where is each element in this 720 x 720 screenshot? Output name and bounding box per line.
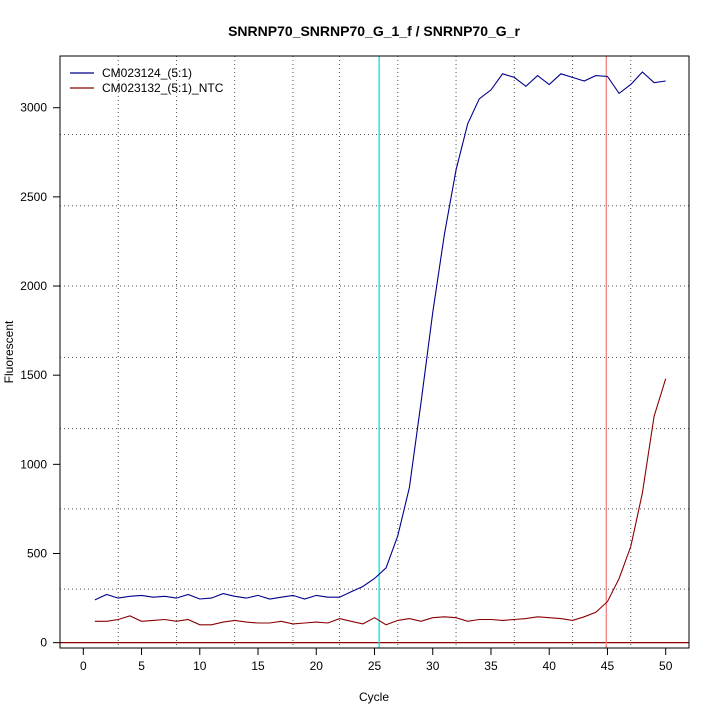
- x-tick-label: 5: [138, 659, 145, 673]
- y-tick-label: 3000: [20, 101, 47, 115]
- data-series: [94, 71, 667, 626]
- legend-label-1: CM023124_(5:1): [102, 66, 192, 80]
- x-tick-label: 20: [310, 659, 324, 673]
- series-line-2: [94, 378, 667, 626]
- y-axis: 0 500 1000 1500 2000 2500 3000: [20, 101, 61, 650]
- grid: [60, 56, 689, 648]
- x-axis: 0 5 10 15 20 25 30 35 40 45 50: [80, 647, 673, 673]
- legend-label-2: CM023132_(5:1)_NTC: [102, 81, 224, 95]
- x-tick-label: 40: [543, 659, 557, 673]
- x-axis-label: Cycle: [359, 690, 389, 704]
- x-tick-label: 35: [484, 659, 498, 673]
- x-tick-label: 50: [659, 659, 673, 673]
- y-tick-label: 1000: [20, 457, 47, 471]
- x-tick-label: 25: [368, 659, 382, 673]
- plot-frame: [59, 55, 690, 649]
- x-tick-label: 10: [193, 659, 207, 673]
- y-tick-label: 2000: [20, 279, 47, 293]
- y-tick-label: 0: [40, 636, 47, 650]
- y-tick-label: 500: [27, 546, 47, 560]
- y-axis-label: Fluorescent: [2, 320, 16, 383]
- chart-title: SNRNP70_SNRNP70_G_1_f / SNRNP70_G_r: [228, 23, 520, 39]
- series-line-1: [94, 71, 666, 601]
- x-tick-label: 45: [601, 659, 615, 673]
- legend: CM023124_(5:1)CM023132_(5:1)_NTC: [70, 66, 224, 95]
- x-tick-label: 0: [80, 659, 87, 673]
- cycle-markers: [60, 56, 689, 648]
- x-tick-label: 15: [251, 659, 265, 673]
- y-tick-label: 1500: [20, 368, 47, 382]
- x-tick-label: 30: [426, 659, 440, 673]
- y-tick-label: 2500: [20, 190, 47, 204]
